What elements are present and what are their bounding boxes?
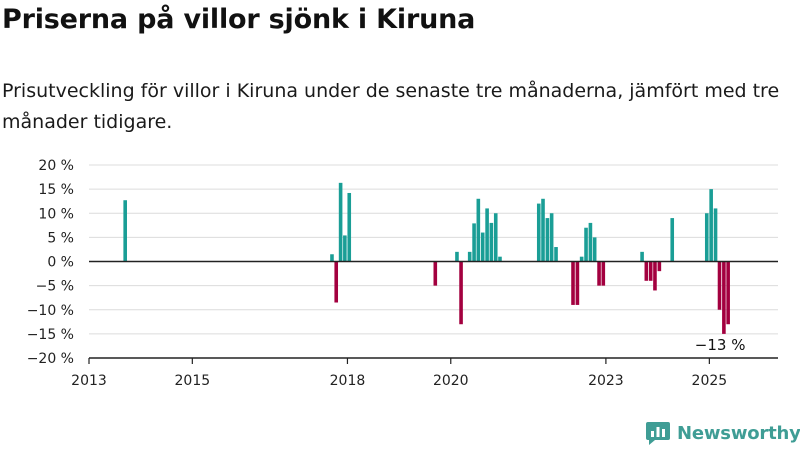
x-tick-label: 2020 [433,373,469,389]
bar [123,200,127,262]
bar [726,261,730,325]
y-tick-label: −15 % [27,327,74,343]
bar [467,251,472,262]
bar [640,251,644,262]
bar [489,222,494,262]
bar [644,261,649,281]
y-tick-label: 5 % [47,230,74,246]
bar [717,261,722,310]
y-tick-label: 15 % [38,182,74,198]
bar [554,247,558,262]
bar-chart: 20 % 15 % 10 % 5 % 0 % −5 % −10 % −15 % −20 % 20… [27,158,778,389]
bar [476,198,481,262]
bar [601,261,606,286]
x-tick-label: 2015 [175,373,211,389]
x-tick-label: 2023 [588,373,624,389]
bar [588,222,593,262]
bar [722,261,726,334]
newsworthy-logo-icon [646,422,670,445]
y-tick-label: 0 % [47,255,74,271]
bar [549,213,554,262]
bar [584,227,588,262]
x-tick-label: 2018 [330,373,366,389]
y-tick-label: −10 % [27,303,74,319]
bar [592,237,597,262]
y-axis-labels: 20 % 15 % 10 % 5 % 0 % −5 % −10 % −15 % −20 % [27,158,74,367]
bar [536,203,541,262]
bar [433,261,438,286]
bar [541,198,545,262]
bar [704,213,709,262]
bar [330,254,334,262]
bar [648,261,653,281]
bar [571,261,575,305]
bar [709,189,713,262]
annotations: −13 % [695,336,746,354]
data-label: −13 % [695,336,746,354]
bar [575,261,580,305]
bar [545,218,550,262]
bar [653,261,657,291]
bar [338,182,343,262]
brand-name: Newsworthy [677,422,800,444]
chart-title: Priserna på villor sjönk i Kiruna [2,4,476,35]
x-tick-label: 2025 [692,373,728,389]
bar [670,218,675,262]
y-tick-label: −5 % [36,279,74,295]
bar [597,261,601,286]
bar [498,256,502,262]
y-tick-label: 20 % [38,158,74,174]
bar [657,261,662,272]
x-axis-labels: 2013 2015 2018 2020 2023 2025 [71,373,727,389]
bar [480,232,485,262]
y-tick-label: 10 % [38,206,74,222]
bar [455,251,459,262]
bar [493,213,498,262]
chart-subtitle: Prisutveckling för villor i Kiruna under… [2,80,780,133]
bar [713,208,718,262]
bar [485,208,489,262]
bars [123,182,730,334]
y-tick-label: −20 % [27,351,74,367]
newsworthy-logo: Newsworthy [645,419,800,447]
bar [347,192,352,262]
bar [334,261,339,303]
bar [343,235,347,262]
bar [579,256,584,262]
bar [459,261,463,325]
bar [472,223,476,262]
x-tick-label: 2013 [71,373,107,389]
axes [88,260,778,364]
